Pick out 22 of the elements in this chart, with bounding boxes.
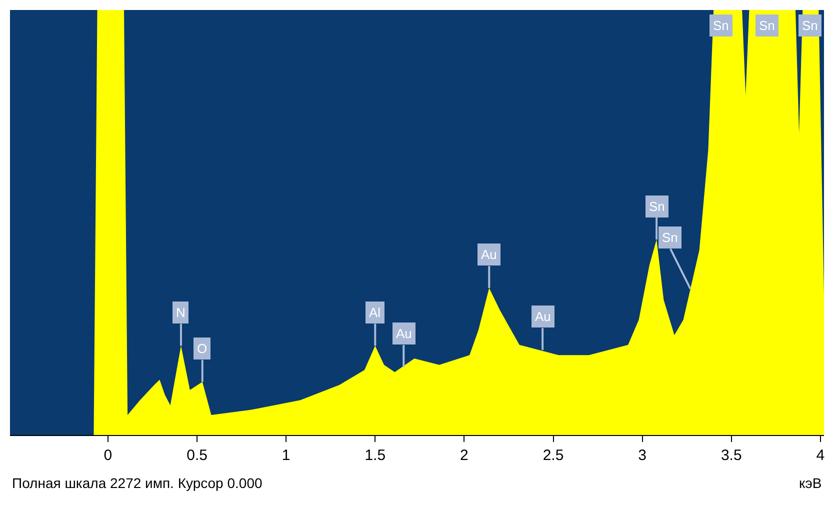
annotation: Au [396,326,412,341]
annotation: Sn [713,18,729,33]
x-tick-label: 2.5 [542,447,564,464]
annotation: N [176,305,186,320]
x-tick-label: 0 [104,447,112,464]
annotation: Sn [759,18,775,33]
x-tick-label: 2 [460,447,468,464]
annotation: Sn [802,18,818,33]
annotation: Al [369,305,381,320]
annotation: Au [535,309,551,324]
x-tick-label: 4 [816,447,825,464]
annotation: Sn [649,199,665,214]
x-tick-label: 3 [638,447,646,464]
x-tick-label: 1.5 [364,447,386,464]
x-tick-label: 0.5 [186,447,208,464]
annotation: O [197,341,208,356]
annotation: Au [481,247,497,262]
text: Полная шкала 2272 имп. Курсор 0.000 [12,475,262,491]
x-axis-title: кэВ [799,475,822,491]
annotation: Sn [662,230,678,245]
x-tick-label: 1 [282,447,290,464]
x-tick-label: 3.5 [720,447,742,464]
